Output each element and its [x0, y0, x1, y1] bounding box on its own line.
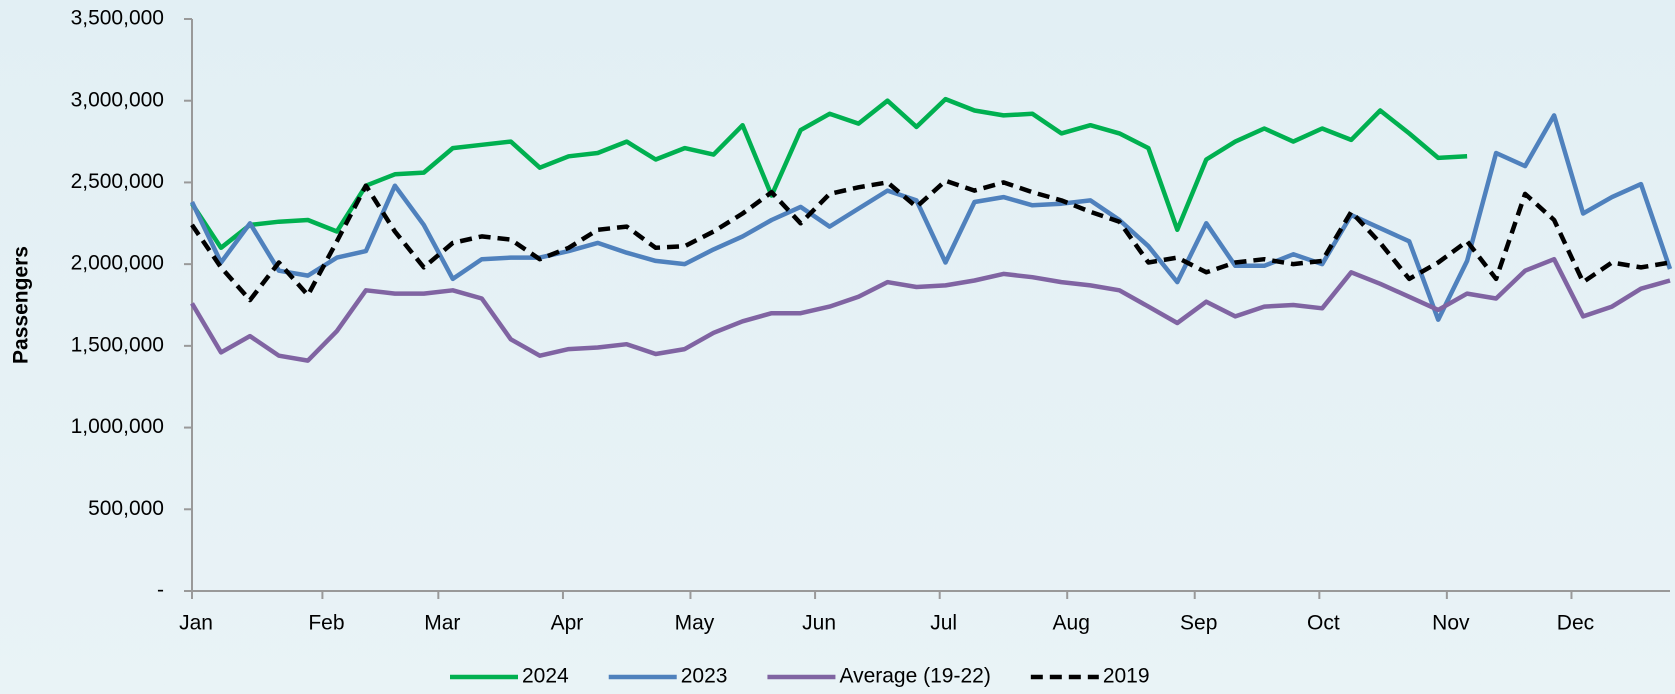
x-tick-label: Aug: [1053, 612, 1090, 635]
x-tick-label: Oct: [1307, 612, 1340, 635]
y-tick-label: 1,000,000: [71, 415, 164, 438]
y-tick-label: 2,500,000: [71, 170, 164, 193]
y-tick-label: -: [157, 579, 164, 602]
x-tick-label: Feb: [308, 612, 344, 635]
series-line: [189, 113, 1673, 322]
legend-label: 2019: [1103, 665, 1150, 688]
x-tick-label: Jul: [930, 612, 957, 635]
x-tick-label: Jan: [179, 612, 213, 635]
x-tick-label: Apr: [551, 612, 584, 635]
legend-label: 2024: [522, 665, 569, 688]
series-line: [190, 178, 1671, 303]
x-tick-label: Dec: [1557, 612, 1594, 635]
y-tick-label: 3,000,000: [71, 88, 164, 111]
x-tick-label: Mar: [424, 612, 460, 635]
x-tick-label: Jun: [802, 612, 836, 635]
x-tick-label: May: [675, 612, 715, 635]
y-tick-label: 2,000,000: [71, 252, 164, 275]
legend-label: 2023: [681, 665, 728, 688]
series-line: [190, 96, 1468, 251]
y-axis-title: Passengers: [10, 246, 33, 364]
x-tick-label: Sep: [1180, 612, 1217, 635]
y-tick-label: 1,500,000: [71, 333, 164, 356]
y-tick-label: 3,500,000: [71, 7, 164, 30]
y-tick-label: 500,000: [88, 497, 164, 520]
series-line: [190, 256, 1671, 363]
legend-label: Average (19-22): [839, 665, 990, 688]
x-tick-label: Nov: [1432, 612, 1470, 635]
